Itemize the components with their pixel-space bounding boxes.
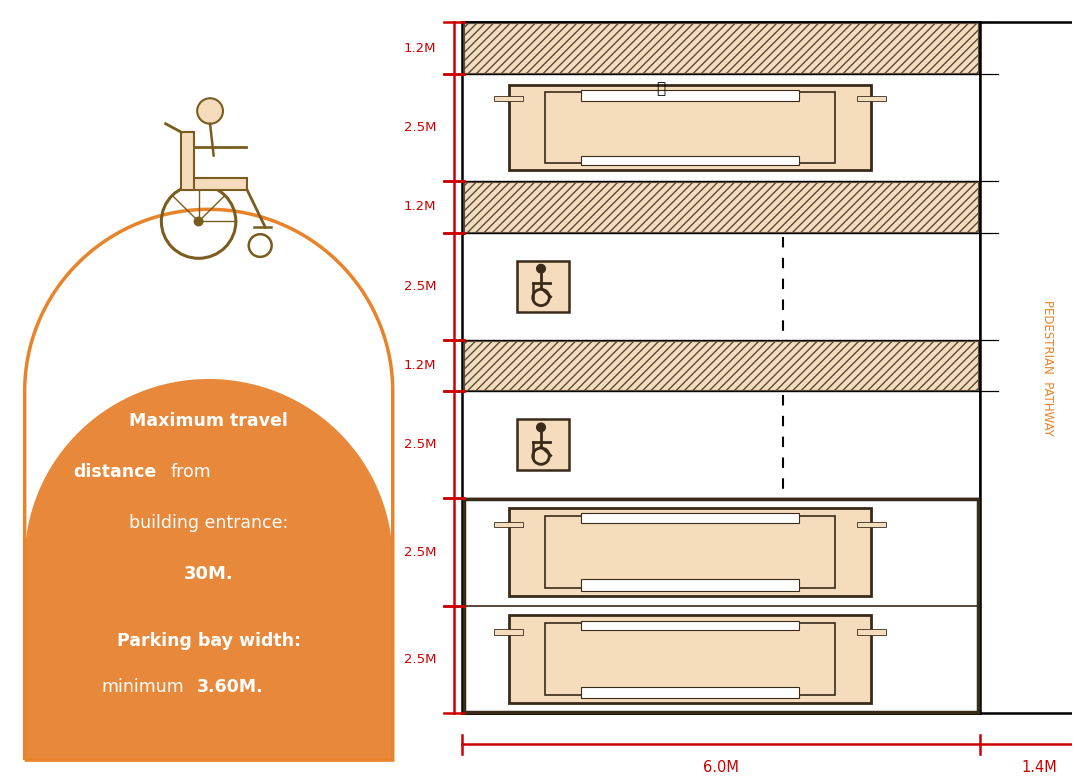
Bar — [857, 522, 886, 527]
Bar — [517, 261, 569, 312]
PathPatch shape — [25, 209, 392, 760]
Bar — [508, 615, 871, 704]
Text: 2.5M: 2.5M — [404, 653, 436, 666]
Text: PEDESTRIAN  PATHWAY: PEDESTRIAN PATHWAY — [1041, 300, 1054, 435]
Text: building entrance:: building entrance: — [129, 514, 288, 532]
Bar — [582, 90, 799, 101]
Bar — [508, 508, 871, 596]
Text: 🚶: 🚶 — [657, 81, 665, 96]
Circle shape — [536, 423, 545, 431]
Bar — [464, 182, 978, 232]
Bar — [979, 23, 1075, 713]
Text: 2.5M: 2.5M — [404, 280, 436, 292]
Bar — [462, 23, 979, 713]
Bar — [582, 580, 799, 590]
Bar — [857, 629, 886, 635]
Bar — [582, 686, 799, 698]
Text: 2.5M: 2.5M — [404, 545, 436, 558]
Text: 2.5M: 2.5M — [404, 438, 436, 452]
Text: 1.2M: 1.2M — [404, 200, 436, 214]
Text: 1.4M: 1.4M — [1021, 760, 1058, 775]
Bar — [464, 23, 978, 73]
Bar — [545, 623, 835, 695]
Bar — [464, 499, 978, 712]
Bar — [545, 516, 835, 588]
Bar — [464, 341, 978, 390]
Text: from: from — [171, 463, 212, 481]
Bar — [857, 96, 886, 101]
Text: distance: distance — [74, 463, 157, 481]
Text: 2.5M: 2.5M — [404, 121, 436, 134]
Text: minimum: minimum — [101, 678, 184, 696]
Bar — [494, 629, 524, 635]
Bar — [508, 84, 871, 170]
Bar — [494, 522, 524, 527]
Text: 3.60M.: 3.60M. — [197, 678, 263, 696]
Bar — [182, 133, 195, 190]
Text: Maximum travel: Maximum travel — [129, 412, 288, 430]
Bar — [582, 621, 799, 630]
Circle shape — [195, 217, 203, 225]
Circle shape — [536, 264, 545, 273]
PathPatch shape — [25, 379, 392, 760]
Bar — [545, 92, 835, 163]
Text: 6.0M: 6.0M — [703, 760, 739, 775]
Circle shape — [197, 98, 223, 124]
Bar — [517, 420, 569, 470]
Text: 30M.: 30M. — [184, 566, 233, 583]
Bar — [582, 513, 799, 523]
Bar — [494, 96, 524, 101]
Bar — [582, 156, 799, 165]
Text: Parking bay width:: Parking bay width: — [117, 632, 301, 650]
Text: 1.2M: 1.2M — [404, 359, 436, 372]
Bar — [186, 178, 247, 190]
Text: 1.2M: 1.2M — [404, 41, 436, 55]
